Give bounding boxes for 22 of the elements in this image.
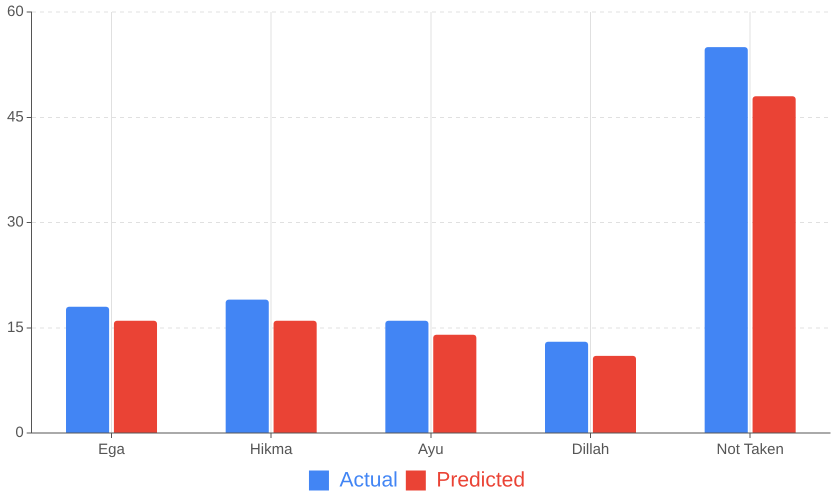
bar: [433, 334, 476, 432]
bar: [752, 96, 796, 432]
x-tick-label: Ayu: [418, 441, 444, 458]
bar: [385, 320, 428, 432]
bar: [592, 356, 636, 432]
bar: [226, 300, 269, 432]
legend-label: Actual: [339, 468, 398, 492]
x-tick-label: Not Taken: [716, 441, 784, 458]
y-tick-label: 45: [6, 108, 24, 126]
y-tick-label: 0: [15, 424, 24, 442]
bar: [66, 306, 110, 432]
bar: [114, 320, 158, 432]
y-tick-label: 15: [6, 318, 24, 336]
x-tick-label: Dillah: [572, 441, 610, 458]
bar: [704, 47, 748, 432]
bar: [545, 342, 588, 432]
y-tick-label: 30: [6, 214, 24, 231]
legend-label: Predicted: [436, 468, 526, 492]
y-tick-label: 60: [6, 3, 24, 20]
x-tick-label: Ega: [98, 441, 126, 458]
bar: [274, 320, 317, 432]
x-tick-label: Hikma: [250, 441, 294, 458]
